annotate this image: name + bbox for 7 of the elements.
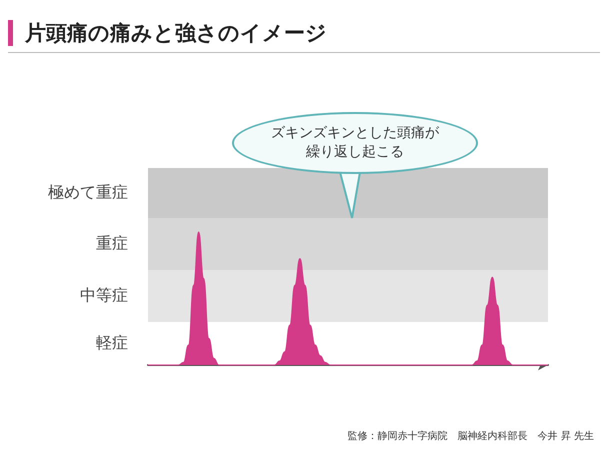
band-label: 軽症 xyxy=(96,334,128,352)
band-label: 中等症 xyxy=(80,286,128,305)
text: 監修：静岡赤十字病院 脳神経内科部長 今井 昇 先生 xyxy=(348,430,594,443)
chart-title: 片頭痛の痛みと強さのイメージ xyxy=(24,21,327,45)
band-label: 極めて重症 xyxy=(48,184,128,202)
band-label: 重症 xyxy=(96,234,128,253)
speech-bubble: ズキンズキンとした頭痛が繰り返し起こる xyxy=(232,112,478,174)
